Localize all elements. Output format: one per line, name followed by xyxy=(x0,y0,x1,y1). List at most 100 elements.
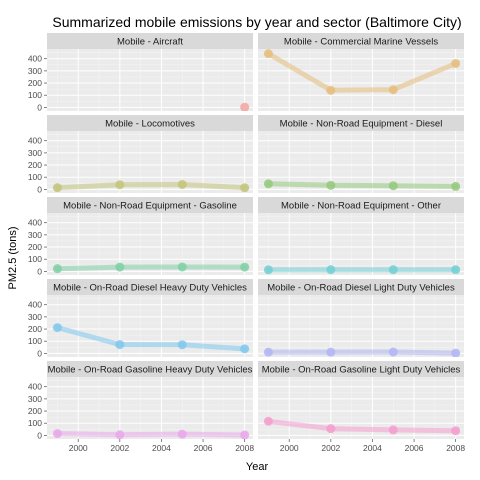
facet-strip-label: Mobile - Locomotives xyxy=(105,119,195,130)
y-tick-label: 0 xyxy=(37,348,42,358)
panel-background xyxy=(258,213,464,275)
y-tick-label: 0 xyxy=(37,102,42,112)
data-point xyxy=(177,179,187,189)
data-point xyxy=(388,181,398,191)
y-tick-label: 400 xyxy=(28,382,42,392)
facet-strip-label: Mobile - Aircraft xyxy=(117,37,183,48)
series-line xyxy=(265,349,459,356)
facet-strip xyxy=(47,197,253,213)
panel-contents xyxy=(258,131,464,193)
panel-contents xyxy=(47,49,253,111)
facet-panel: Mobile - On-Road Diesel Heavy Duty Vehic… xyxy=(28,279,253,358)
facet-panel: Mobile - Locomotives 0 100 200 300 400 xyxy=(28,115,253,194)
series-line xyxy=(265,51,459,93)
facet-panel: Mobile - Aircraft 0 100 200 300 400 xyxy=(28,33,253,112)
y-tick-label: 200 xyxy=(28,78,42,88)
data-point xyxy=(326,265,336,275)
y-tick-label: 300 xyxy=(28,394,42,404)
data-point xyxy=(388,265,398,275)
x-axis-title: Year xyxy=(246,461,269,473)
y-tick-label: 200 xyxy=(28,160,42,170)
y-tick-label: 400 xyxy=(28,54,42,64)
y-tick-label: 400 xyxy=(28,300,42,310)
facet-strip-label: Mobile - On-Road Gasoline Heavy Duty Veh… xyxy=(48,365,253,376)
panel-background xyxy=(47,377,253,439)
y-tick-label: 400 xyxy=(28,218,42,228)
y-tick-label: 100 xyxy=(28,336,42,346)
x-axis-ticks: 2000 2002 2004 2006 2008 2000 2002 2004 2006 2008 xyxy=(69,439,465,453)
series-line xyxy=(54,264,248,272)
data-point xyxy=(326,347,336,357)
data-point xyxy=(52,264,62,274)
data-point xyxy=(52,183,62,193)
series-line xyxy=(265,181,459,189)
y-axis-title: PM2.5 (tons) xyxy=(7,227,19,290)
y-tick-label: 300 xyxy=(28,66,42,76)
panel-contents xyxy=(47,131,253,193)
y-tick-label: 100 xyxy=(28,254,42,264)
y-tick-label: 300 xyxy=(28,230,42,240)
facet-panel: Mobile - Commercial Marine Vessels xyxy=(258,33,464,111)
data-point xyxy=(115,180,125,190)
panel-contents xyxy=(47,377,253,439)
x-tick-label: 2006 xyxy=(405,443,424,453)
panel-contents xyxy=(258,377,464,439)
facet-panel: Mobile - Non-Road Equipment - Other xyxy=(258,197,464,275)
y-tick-label: 0 xyxy=(37,430,42,440)
data-point xyxy=(115,262,125,272)
facet-panel: Mobile - Non-Road Equipment - Diesel xyxy=(258,115,464,193)
data-point xyxy=(177,429,187,439)
panel-contents xyxy=(258,213,464,275)
facet-strip-label: Mobile - Non-Road Equipment - Gasoline xyxy=(63,201,237,212)
facet-strip-label: Mobile - Non-Road Equipment - Diesel xyxy=(280,119,443,130)
facet-strip xyxy=(258,279,464,295)
y-tick-label: 200 xyxy=(28,324,42,334)
series-line xyxy=(54,325,248,352)
x-tick-label: 2004 xyxy=(152,443,171,453)
facet-strip xyxy=(258,361,464,377)
y-tick-label: 100 xyxy=(28,418,42,428)
facet-panels: Mobile - Aircraft 0 100 200 300 400 Mobile - C… xyxy=(28,33,464,440)
data-point xyxy=(388,347,398,357)
facet-panel: Mobile - On-Road Gasoline Light Duty Veh… xyxy=(258,361,464,439)
data-point xyxy=(388,85,398,95)
data-point xyxy=(115,340,125,350)
data-point xyxy=(115,430,125,439)
x-tick-label: 2002 xyxy=(321,443,340,453)
facet-panel: Mobile - On-Road Gasoline Heavy Duty Veh… xyxy=(28,361,253,440)
y-tick-label: 0 xyxy=(37,266,42,276)
facet-strip xyxy=(47,33,253,49)
x-tick-label: 2000 xyxy=(69,443,88,453)
data-point xyxy=(177,262,187,272)
facet-strip xyxy=(47,115,253,131)
data-point xyxy=(263,265,273,275)
facet-strip xyxy=(47,361,253,377)
y-tick-label: 200 xyxy=(28,242,42,252)
data-point xyxy=(388,425,398,435)
y-tick-label: 300 xyxy=(28,312,42,322)
data-point xyxy=(451,58,461,68)
facet-strip-label: Mobile - On-Road Diesel Light Duty Vehic… xyxy=(267,283,455,294)
data-point xyxy=(240,102,250,111)
facet-strip-label: Mobile - Non-Road Equipment - Other xyxy=(281,201,441,212)
x-tick-label: 2002 xyxy=(110,443,129,453)
facet-strip-label: Mobile - On-Road Diesel Heavy Duty Vehic… xyxy=(53,283,247,294)
facet-panel: Mobile - On-Road Diesel Light Duty Vehic… xyxy=(258,279,464,357)
chart-title: Summarized mobile emissions by year and … xyxy=(52,14,461,30)
data-point xyxy=(263,416,273,426)
x-tick-label: 2008 xyxy=(235,443,254,453)
data-point xyxy=(240,183,250,193)
data-point xyxy=(240,262,250,272)
data-point xyxy=(451,426,461,436)
panel-contents xyxy=(47,213,253,275)
data-point xyxy=(326,180,336,190)
data-point xyxy=(240,430,250,439)
panel-background xyxy=(47,49,253,111)
facet-strip-label: Mobile - Commercial Marine Vessels xyxy=(284,37,438,48)
y-tick-label: 0 xyxy=(37,184,42,194)
panel-contents xyxy=(47,295,253,357)
data-point xyxy=(52,323,62,333)
series-line xyxy=(54,182,248,191)
